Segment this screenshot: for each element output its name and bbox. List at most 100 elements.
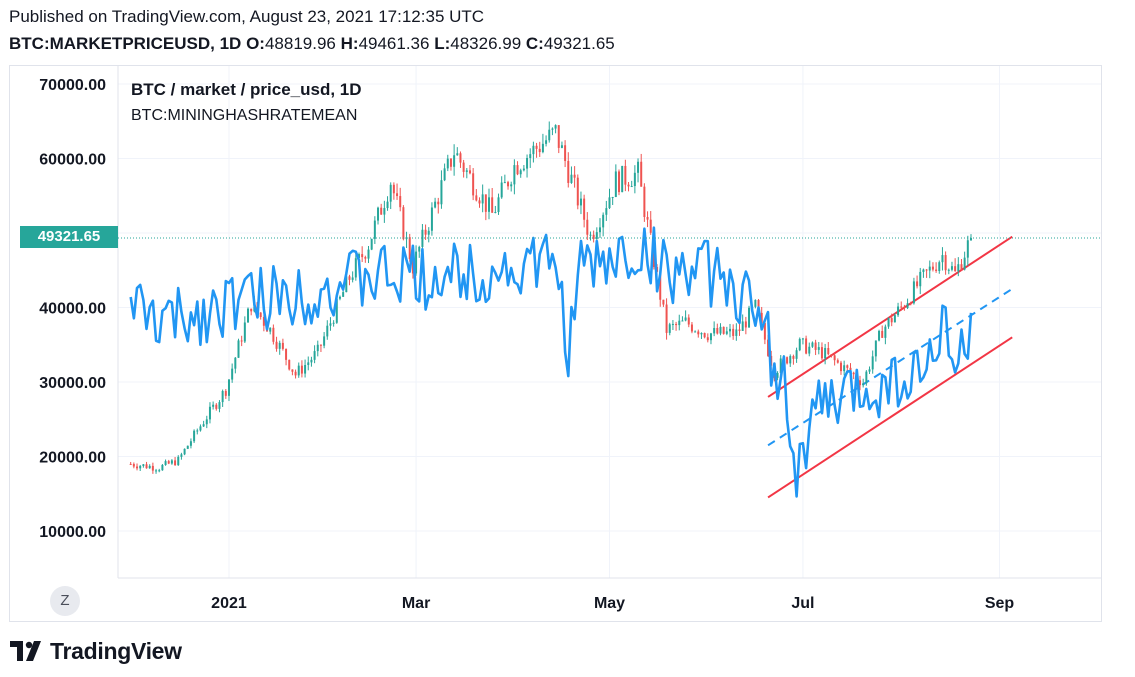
candle-body bbox=[319, 344, 322, 346]
candle-body bbox=[345, 276, 348, 293]
grid bbox=[117, 66, 1101, 579]
candle-body bbox=[713, 328, 716, 334]
candle-body bbox=[437, 201, 440, 205]
overlay-series-legend[interactable]: BTC:MININGHASHRATEMEAN bbox=[131, 107, 358, 124]
candle-body bbox=[668, 324, 671, 333]
candle-body bbox=[690, 324, 693, 332]
candle-body bbox=[240, 340, 243, 342]
published-caption: Published on TradingView.com, August 23,… bbox=[9, 7, 485, 26]
candle-body bbox=[881, 330, 884, 338]
candle-body bbox=[779, 358, 782, 373]
candle-body bbox=[716, 328, 719, 334]
candle-body bbox=[874, 340, 877, 357]
candle-body bbox=[662, 299, 665, 305]
candle-body bbox=[491, 197, 494, 213]
candle-body bbox=[158, 470, 161, 472]
candle-body bbox=[288, 359, 291, 370]
candle-body bbox=[218, 402, 221, 409]
candle-body bbox=[675, 323, 678, 326]
candle-body bbox=[205, 419, 208, 425]
candle-body bbox=[817, 347, 820, 350]
candle-body bbox=[272, 327, 275, 342]
brand-name: TradingView bbox=[50, 637, 182, 664]
candle-body bbox=[408, 237, 411, 260]
candle-body bbox=[925, 269, 928, 271]
candle-body bbox=[136, 466, 139, 469]
candle-body bbox=[909, 303, 912, 305]
candle-body bbox=[472, 173, 475, 196]
candles bbox=[129, 121, 972, 474]
candle-body bbox=[503, 182, 506, 184]
tradingview-logo-icon bbox=[10, 641, 41, 661]
candle-body bbox=[475, 195, 478, 201]
high-value: 49461.36 bbox=[358, 34, 430, 53]
candle-body bbox=[551, 128, 554, 130]
candle-body bbox=[294, 371, 297, 376]
candle-body bbox=[275, 341, 278, 349]
candle-body bbox=[969, 238, 972, 241]
candle-body bbox=[402, 207, 405, 240]
candle-body bbox=[342, 292, 345, 297]
candle-body bbox=[174, 460, 177, 466]
candle-body bbox=[830, 354, 833, 356]
candle-body bbox=[839, 362, 842, 372]
candle-body bbox=[833, 355, 836, 361]
candle-body bbox=[449, 158, 452, 167]
candle-body bbox=[950, 266, 953, 270]
candle-body bbox=[535, 145, 538, 149]
candle-body bbox=[871, 356, 874, 370]
candle-body bbox=[919, 271, 922, 287]
candle-body bbox=[247, 308, 250, 323]
candle-body bbox=[507, 182, 510, 187]
candle-body bbox=[513, 165, 516, 185]
candle-body bbox=[852, 372, 855, 375]
candle-body bbox=[938, 262, 941, 271]
candle-body bbox=[811, 342, 814, 347]
candle-body bbox=[526, 157, 529, 169]
candle-body bbox=[370, 238, 373, 250]
y-tick-label: 30000.00 bbox=[39, 375, 106, 392]
candle-body bbox=[329, 323, 332, 326]
candle-body bbox=[741, 321, 744, 331]
zoom-reset-button[interactable]: Z bbox=[50, 586, 80, 616]
candle-body bbox=[380, 207, 383, 215]
candle-body bbox=[878, 330, 881, 341]
tradingview-logo[interactable]: TradingView bbox=[10, 636, 182, 666]
candle-body bbox=[792, 356, 795, 359]
candle-body bbox=[389, 184, 392, 202]
candle-body bbox=[145, 464, 148, 469]
candle-body bbox=[595, 232, 598, 239]
candle-body bbox=[576, 177, 579, 206]
candle-body bbox=[297, 365, 300, 376]
candle-body bbox=[744, 321, 747, 328]
candle-body bbox=[224, 390, 227, 396]
low-label: L: bbox=[434, 34, 451, 53]
candle-body bbox=[633, 172, 636, 187]
candle-body bbox=[357, 254, 360, 259]
candle-body bbox=[148, 465, 151, 469]
candle-body bbox=[164, 461, 167, 465]
candle-body bbox=[630, 186, 633, 188]
candle-body bbox=[348, 276, 351, 280]
main-series-legend[interactable]: BTC / market / price_usd, 1D bbox=[131, 80, 362, 99]
candle-body bbox=[814, 342, 817, 350]
chart-frame bbox=[9, 65, 1102, 622]
candle-body bbox=[820, 347, 823, 359]
candle-body bbox=[805, 338, 808, 354]
candle-body bbox=[180, 454, 183, 457]
candle-body bbox=[646, 216, 649, 220]
candle-body bbox=[824, 348, 827, 359]
candle-body bbox=[922, 269, 925, 272]
candle-body bbox=[906, 303, 909, 308]
candle-body bbox=[567, 160, 570, 183]
candle-body bbox=[671, 323, 674, 325]
open-label: O: bbox=[246, 34, 265, 53]
candle-body bbox=[300, 365, 303, 374]
candle-body bbox=[497, 197, 500, 212]
channel-upper-line bbox=[767, 235, 1013, 398]
candle-body bbox=[763, 322, 766, 340]
candle-body bbox=[748, 307, 751, 328]
candle-body bbox=[548, 129, 551, 141]
candle-body bbox=[592, 234, 595, 239]
